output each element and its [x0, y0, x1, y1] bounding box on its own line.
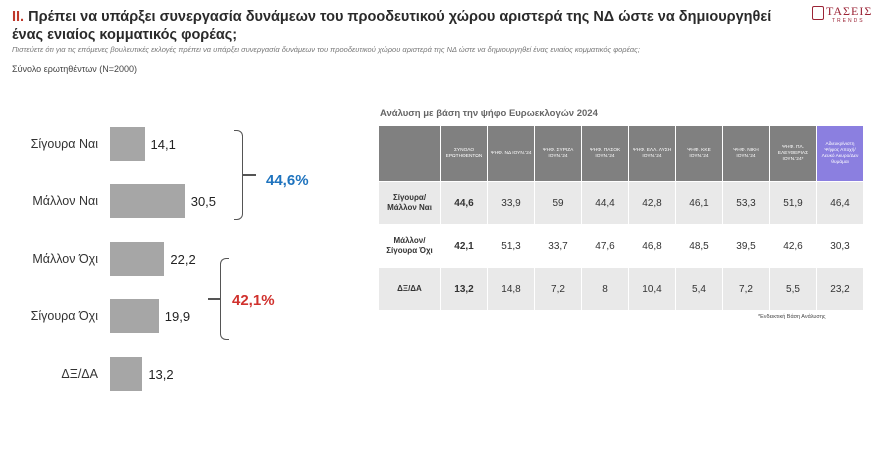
table-cell: 46,1 — [675, 181, 723, 225]
bar-label: Σίγουρα Όχι — [30, 309, 98, 323]
table-cell: 5,4 — [675, 267, 723, 311]
bar — [110, 299, 159, 333]
table-cell: 59 — [534, 181, 582, 225]
bar-label: Μάλλον Ναι — [32, 194, 98, 208]
bar-value-label: 19,9 — [164, 309, 191, 324]
row-label: Σίγουρα/ Μάλλον Ναι — [378, 181, 441, 225]
table-cell: 48,5 — [675, 224, 723, 268]
question-subtitle: Πιστεύετε ότι για τις επόμενες βουλευτικ… — [12, 45, 640, 54]
table-cell: 10,4 — [628, 267, 676, 311]
column-header: Αδιευκρίνιστη Ψήφος Αποχή/Λευκό Ακυρο/Δε… — [816, 125, 864, 182]
row-label: Μάλλον/ Σίγουρα Όχι — [378, 224, 441, 268]
title-number: II. — [12, 9, 25, 25]
bar-value-label: 30,5 — [190, 194, 217, 209]
bar — [110, 127, 145, 161]
table-cell: 8 — [581, 267, 629, 311]
table-cell: 51,9 — [769, 181, 817, 225]
table-cell: 39,5 — [722, 224, 770, 268]
table-cell: 42,6 — [769, 224, 817, 268]
table-row: Σίγουρα/ Μάλλον Ναι 44,6 33,9 59 44,4 42,8 46,… — [378, 181, 864, 225]
table-cell: 42,1 — [440, 224, 488, 268]
table-cell: 44,4 — [581, 181, 629, 225]
column-header: ΨΗΦ. ΝΙΚΗ ΙΟΥΝ.'24 — [722, 125, 770, 182]
table-cell: 13,2 — [440, 267, 488, 311]
bar-label: Μάλλον Όχι — [32, 252, 98, 266]
bar-label: Σίγουρα Ναι — [30, 137, 98, 151]
table-cell: 46,8 — [628, 224, 676, 268]
column-header: ΣΥΝΟΛΟ ΕΡΩΤΗΘΕΝΤΩΝ — [440, 125, 488, 182]
bar — [110, 357, 143, 391]
table-cell: 30,3 — [816, 224, 864, 268]
bar-value-label: 14,1 — [150, 137, 176, 152]
column-header: ΨΗΦ. ΕΛΛ. ΛΥΣΗ ΙΟΥΝ.'24 — [628, 125, 676, 182]
table-note: *Ενδεικτική Βάση Ανάλυσης — [758, 314, 826, 320]
bar — [110, 184, 185, 218]
column-header: ΨΗΦ. ΝΔ ΙΟΥΝ.'24 — [487, 125, 535, 182]
logo-mark-icon — [812, 6, 824, 20]
table-cell: 47,6 — [581, 224, 629, 268]
table-cell: 23,2 — [816, 267, 864, 311]
table-cell: 14,8 — [487, 267, 535, 311]
table-corner — [378, 125, 441, 182]
table-cell: 7,2 — [722, 267, 770, 311]
column-header: ΨΗΦ. ΣΥΡΙΖΑ ΙΟΥΝ.'24 — [534, 125, 582, 182]
bar-value-label: 13,2 — [148, 367, 174, 382]
table-cell: 5,5 — [769, 267, 817, 311]
bracket-no — [220, 258, 229, 340]
table-cell: 46,4 — [816, 181, 864, 225]
group-no-total: 42,1% — [232, 292, 275, 309]
title-text: Πρέπει να υπάρξει συνεργασία δυνάμεων το… — [12, 9, 772, 43]
column-header: ΨΗΦ. ΠΑΣΟΚ ΙΟΥΝ.'24 — [581, 125, 629, 182]
bar-label: ΔΞ/ΔΑ — [61, 367, 98, 381]
group-yes-total: 44,6% — [266, 172, 309, 189]
table-cell: 51,3 — [487, 224, 535, 268]
table-cell: 7,2 — [534, 267, 582, 311]
table-cell: 44,6 — [440, 181, 488, 225]
column-header: ΨΗΦ. ΠΛ. ΕΛΕΥΘΕΡΙΑΣ ΙΟΥΝ.'24* — [769, 125, 817, 182]
logo-subname: TRENDS — [832, 18, 865, 24]
bracket-no-tick — [208, 298, 220, 300]
sample-base: Σύνολο ερωτηθέντων (N=2000) — [12, 64, 138, 74]
table-row: ΔΞ/ΔΑ 13,2 14,8 7,2 8 10,4 5,4 7,2 5,5 23,2 — [378, 267, 864, 311]
column-header: ΨΗΦ. ΚΚΕ ΙΟΥΝ.'24 — [675, 125, 723, 182]
table-cell: 42,8 — [628, 181, 676, 225]
brand-logo: ΤΑΣΕΙΣ TRENDS — [812, 4, 874, 26]
bracket-yes-tick — [242, 174, 256, 176]
table-title: Ανάλυση με βάση την ψήφο Ευρωεκλογών 202… — [380, 108, 598, 119]
bar — [110, 242, 165, 276]
row-label: ΔΞ/ΔΑ — [378, 267, 441, 311]
bar-value-label: 22,2 — [170, 252, 196, 267]
table-cell: 33,7 — [534, 224, 582, 268]
page-title: II. Πρέπει να υπάρξει συνεργασία δυνάμεω… — [12, 8, 802, 44]
table-cell: 33,9 — [487, 181, 535, 225]
logo-name: ΤΑΣΕΙΣ — [826, 4, 873, 18]
table-cell: 53,3 — [722, 181, 770, 225]
table-row: Μάλλον/ Σίγουρα Όχι 42,1 51,3 33,7 47,6 46,8 4… — [378, 224, 864, 268]
analysis-table: ΣΥΝΟΛΟ ΕΡΩΤΗΘΕΝΤΩΝ ΨΗΦ. ΝΔ ΙΟΥΝ.'24 ΨΗΦ. Σ… — [378, 125, 864, 311]
